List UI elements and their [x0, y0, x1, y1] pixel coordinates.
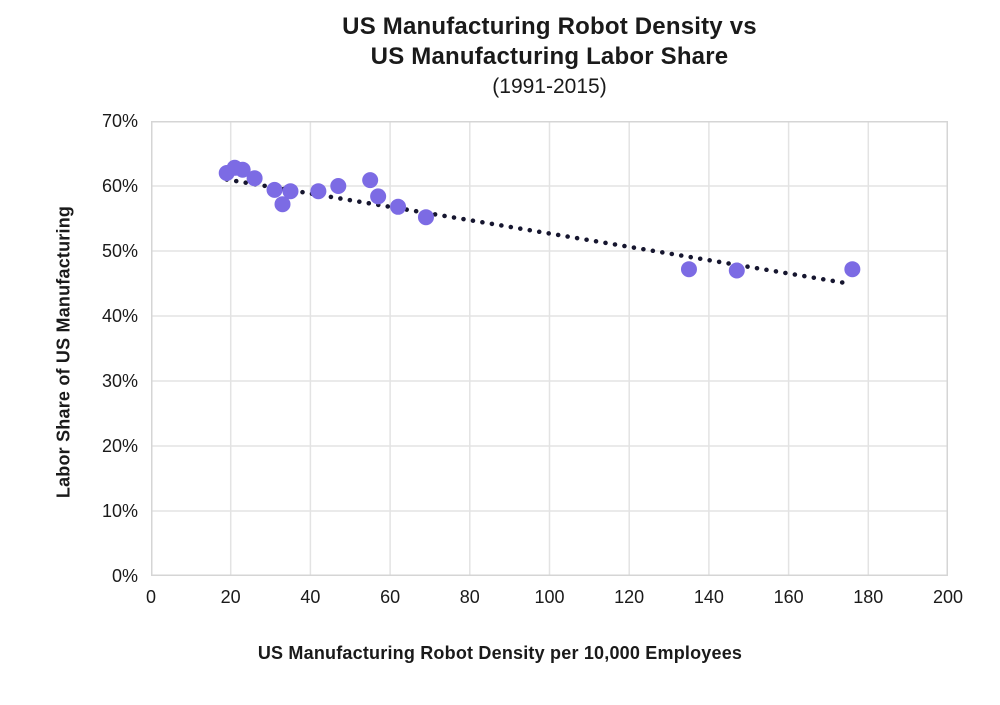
y-tick-label: 40% — [101, 306, 138, 326]
x-tick-label: 180 — [853, 587, 884, 607]
x-tick-label: 200 — [932, 587, 964, 607]
data-point — [728, 262, 745, 279]
data-point — [282, 183, 299, 200]
x-tick-label: 120 — [614, 587, 645, 607]
plot-border — [151, 121, 948, 576]
chart-subtitle: (1991-2015) — [492, 75, 607, 98]
chart-title-line-1: US Manufacturing Robot Density vs — [342, 13, 757, 40]
y-tick-label: 20% — [101, 436, 138, 456]
y-tick-label: 60% — [101, 176, 138, 196]
data-point — [310, 183, 327, 200]
x-tick-label: 0 — [145, 587, 156, 607]
chart-title-block: US Manufacturing Robot Density vs US Man… — [151, 12, 948, 100]
y-tick-label: 70% — [101, 111, 138, 131]
y-tick-label: 10% — [101, 501, 138, 521]
x-tick-label: 160 — [773, 587, 804, 607]
plot-area — [151, 121, 948, 576]
data-point — [234, 161, 251, 178]
data-point — [246, 170, 263, 187]
x-tick-label: 60 — [380, 587, 401, 607]
data-point — [680, 261, 697, 278]
data-point — [266, 181, 283, 198]
x-tick-label: 80 — [459, 587, 480, 607]
data-point — [274, 196, 291, 213]
y-tick-label: 50% — [101, 241, 138, 261]
x-tick-label: 140 — [693, 587, 724, 607]
x-tick-label: 40 — [300, 587, 321, 607]
y-tick-label: 30% — [101, 371, 138, 391]
data-point — [390, 198, 407, 215]
x-axis-label: US Manufacturing Robot Density per 10,00… — [257, 643, 743, 663]
y-tick-label: 0% — [111, 566, 138, 586]
trendline — [224, 177, 851, 286]
chart-title-line-2: US Manufacturing Labor Share — [370, 43, 729, 70]
data-point — [362, 172, 379, 189]
x-tick-label: 100 — [534, 587, 565, 607]
data-point — [417, 209, 434, 226]
scatter-plot-canvas — [151, 121, 948, 576]
x-tick-label: 20 — [220, 587, 241, 607]
data-point — [844, 261, 861, 278]
data-point — [330, 178, 347, 194]
data-point — [370, 188, 387, 205]
